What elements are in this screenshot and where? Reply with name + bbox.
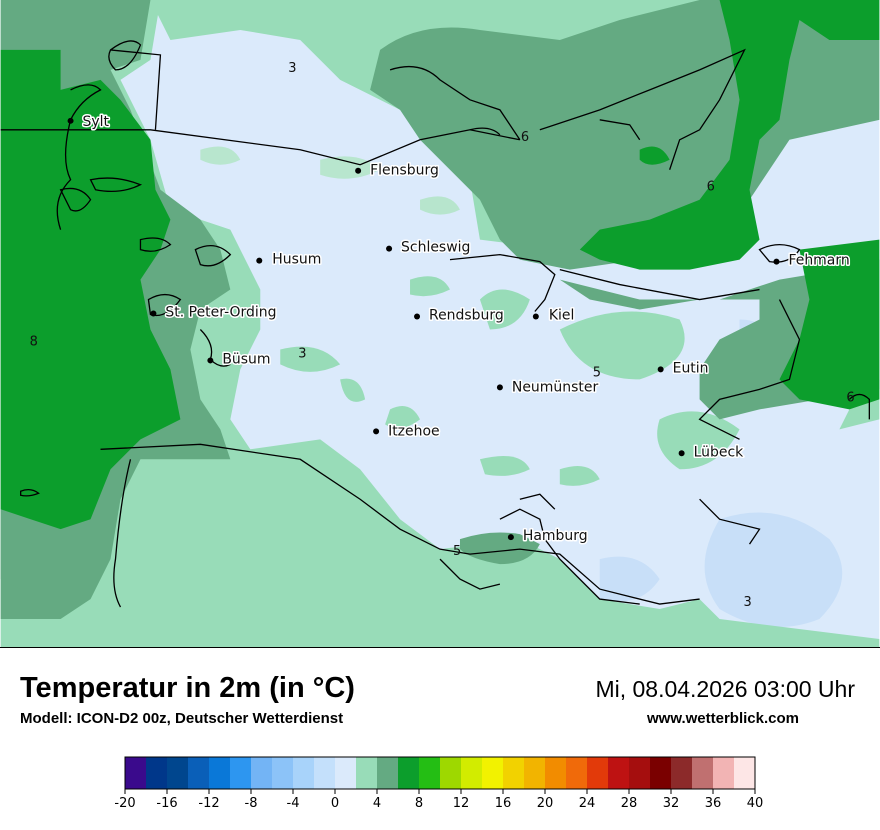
- city-dot-hamburg: [507, 534, 514, 541]
- website-link[interactable]: www.wetterblick.com: [647, 710, 799, 727]
- isotherm-label: 6: [521, 130, 529, 145]
- tick-label: -8: [245, 796, 258, 811]
- color-swatch: [629, 757, 651, 789]
- color-swatch: [566, 757, 588, 789]
- color-swatch: [293, 757, 315, 789]
- isotherm-label: 5: [593, 365, 601, 380]
- city-label-eutin: Eutin: [673, 360, 709, 376]
- tick-label: -16: [156, 796, 177, 811]
- city-label-st-peter-ording: St. Peter-Ording: [165, 305, 276, 321]
- light-speckles: [200, 146, 460, 215]
- city-dot-luebeck: [678, 450, 685, 457]
- color-swatch: [587, 757, 609, 789]
- color-swatch: [713, 757, 735, 789]
- city-dot-fehmarn: [773, 258, 780, 265]
- color-scale-swatches: [125, 757, 756, 789]
- isotherm-label: 5: [453, 544, 461, 559]
- isotherm-label: 6: [707, 180, 715, 195]
- city-dot-kiel: [532, 313, 539, 320]
- city-dot-eutin: [657, 366, 664, 373]
- color-swatch: [167, 757, 189, 789]
- color-swatch: [482, 757, 504, 789]
- city-dot-husum: [256, 257, 263, 264]
- city-label-flensburg: Flensburg: [370, 163, 439, 179]
- color-swatch: [251, 757, 273, 789]
- isotherm-labels: 3 6 6 8 3 5 6 5 3: [30, 61, 855, 610]
- city-markers: Sylt Flensburg Schleswig Husum Fehmarn S…: [67, 112, 851, 546]
- color-swatch: [272, 757, 294, 789]
- tick-label: 16: [495, 796, 512, 811]
- color-swatch: [440, 757, 462, 789]
- tick-label: 24: [579, 796, 596, 811]
- forecast-datetime: Mi, 08.04.2026 03:00 Uhr: [595, 676, 855, 702]
- color-swatch: [146, 757, 168, 789]
- city-label-buesum: Büsum: [222, 351, 270, 367]
- tick-label: -20: [114, 796, 135, 811]
- color-scale-legend: -20 -16 -12 -8 -4 0 4 8 12 16 20 24 28 32 36 40: [114, 756, 763, 811]
- city-dot-neumuenster: [496, 384, 503, 391]
- isotherm-label: 6: [846, 390, 854, 405]
- city-dot-st-peter-ording: [150, 310, 157, 317]
- color-swatch: [503, 757, 525, 789]
- city-label-schleswig: Schleswig: [401, 240, 470, 256]
- tick-label: 20: [537, 796, 554, 811]
- color-swatch: [461, 757, 483, 789]
- color-swatch: [125, 757, 147, 789]
- city-dot-buesum: [207, 357, 214, 364]
- warm-regions: [0, 0, 880, 530]
- tick-label: 12: [453, 796, 470, 811]
- tick-label: 40: [747, 796, 764, 811]
- color-swatch: [188, 757, 210, 789]
- color-swatch: [671, 757, 693, 789]
- city-label-husum: Husum: [272, 252, 321, 268]
- tick-label: 28: [621, 796, 638, 811]
- city-label-hamburg: Hamburg: [523, 528, 588, 544]
- tick-label: 32: [663, 796, 680, 811]
- tick-label: 4: [373, 796, 381, 811]
- city-label-sylt: Sylt: [83, 114, 110, 130]
- color-scale-ticks: -20 -16 -12 -8 -4 0 4 8 12 16 20 24 28 32 36 40: [114, 789, 763, 811]
- tick-label: 0: [331, 796, 339, 811]
- color-swatch: [692, 757, 714, 789]
- isotherm-label: 3: [298, 346, 306, 361]
- map-title: Temperatur in 2m (in °C): [20, 672, 355, 704]
- city-dot-schleswig: [386, 245, 393, 252]
- color-swatch: [398, 757, 420, 789]
- color-swatch: [545, 757, 567, 789]
- city-label-kiel: Kiel: [549, 308, 575, 324]
- color-swatch: [230, 757, 252, 789]
- model-source: Modell: ICON-D2 00z, Deutscher Wetterdie…: [20, 710, 344, 727]
- color-swatch: [314, 757, 336, 789]
- city-label-itzehoe: Itzehoe: [388, 423, 440, 439]
- tick-label: 36: [705, 796, 722, 811]
- isotherm-label: 3: [744, 595, 752, 610]
- color-swatch: [608, 757, 630, 789]
- color-swatch: [650, 757, 672, 789]
- city-dot-flensburg: [355, 167, 362, 174]
- city-dot-rendsburg: [414, 313, 421, 320]
- temperature-map: 3 6 6 8 3 5 6 5 3 Sylt Flensburg Schlesw…: [0, 0, 880, 648]
- city-dot-sylt: [67, 117, 74, 124]
- tick-label: 8: [415, 796, 423, 811]
- color-swatch: [524, 757, 546, 789]
- city-label-neumuenster: Neumünster: [512, 379, 599, 395]
- city-dot-itzehoe: [373, 428, 380, 435]
- color-swatch: [419, 757, 441, 789]
- coastlines: [0, 40, 870, 608]
- color-swatch: [377, 757, 399, 789]
- color-swatch: [209, 757, 231, 789]
- color-scale-border: [124, 756, 756, 790]
- color-swatch: [335, 757, 357, 789]
- color-swatch: [356, 757, 378, 789]
- city-label-rendsburg: Rendsburg: [429, 308, 504, 324]
- color-swatch: [734, 757, 756, 789]
- isotherm-label: 8: [30, 334, 38, 349]
- isotherm-label: 3: [288, 61, 296, 76]
- city-label-luebeck: Lübeck: [694, 444, 745, 460]
- tick-label: -12: [198, 796, 219, 811]
- city-label-fehmarn: Fehmarn: [788, 253, 849, 269]
- tick-label: -4: [287, 796, 300, 811]
